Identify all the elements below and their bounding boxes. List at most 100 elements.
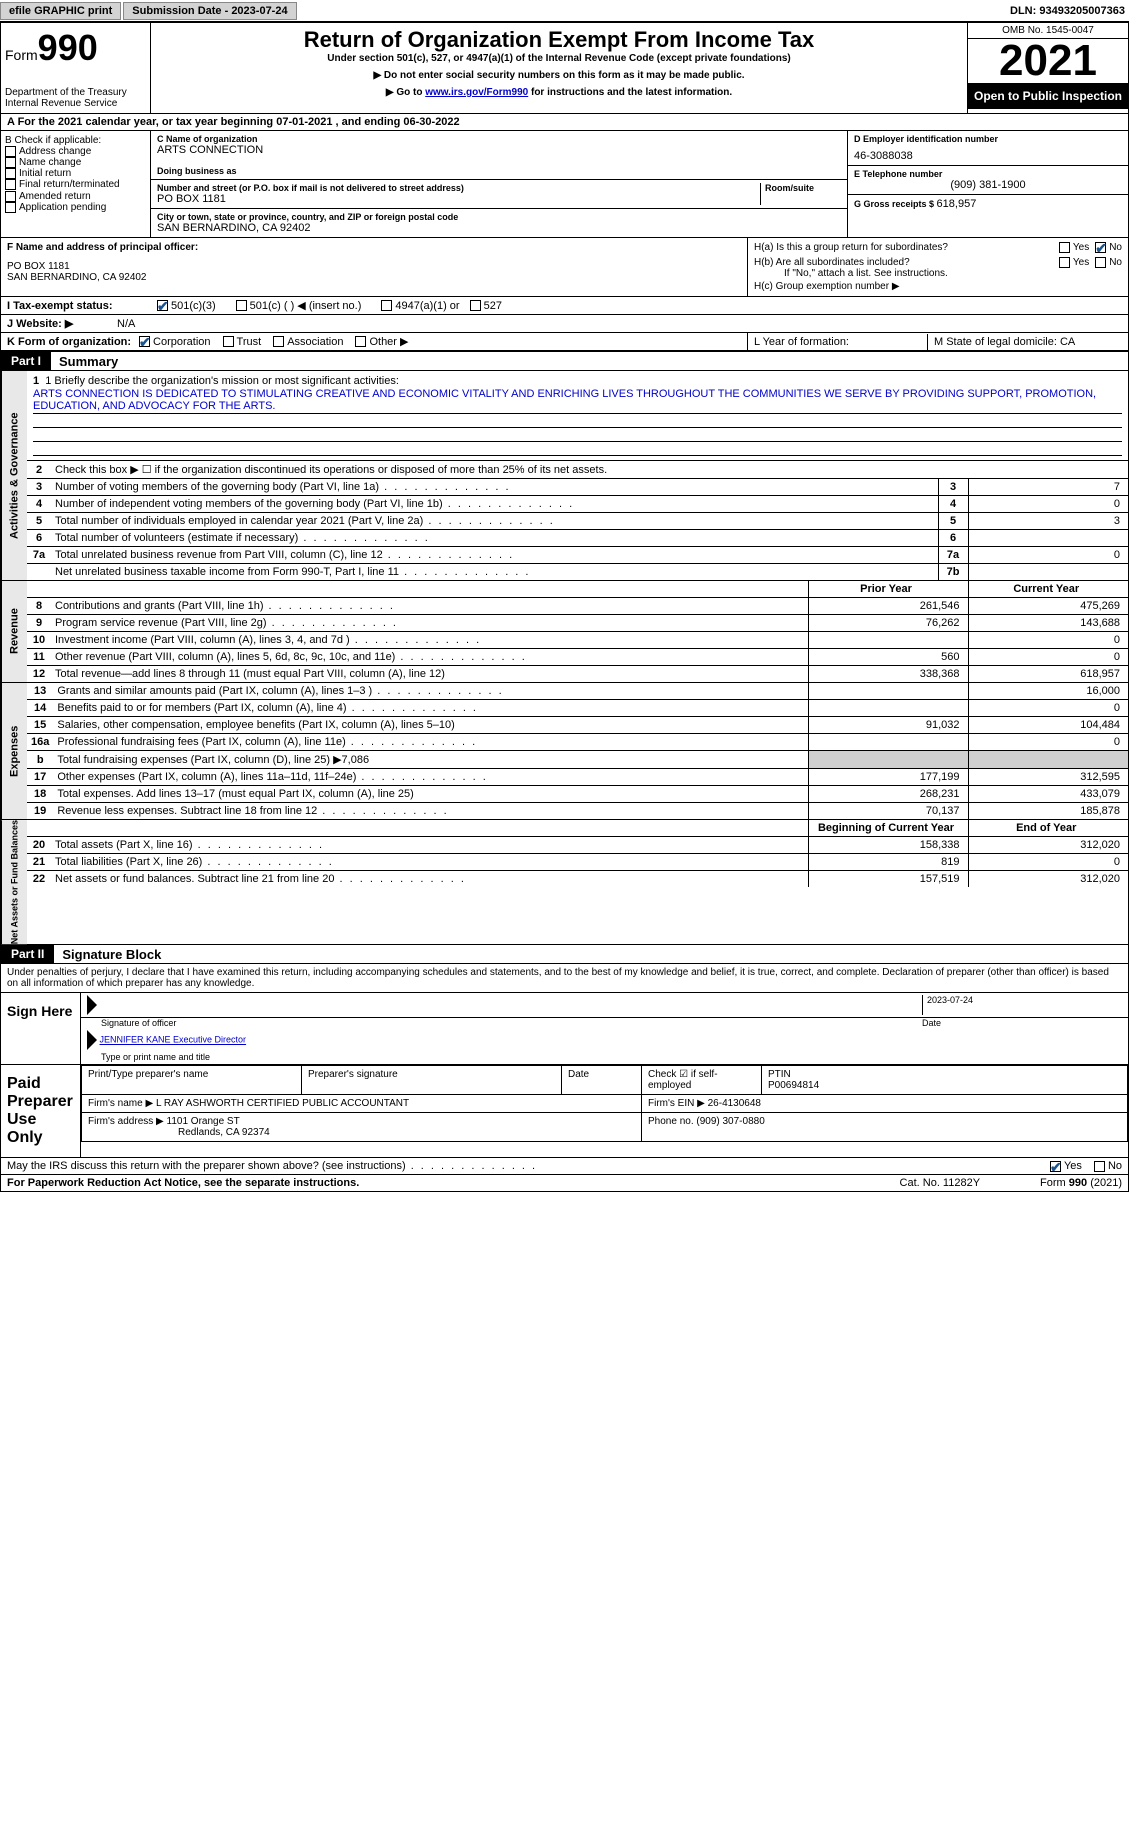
officer-name[interactable]: JENNIFER KANE Executive Director xyxy=(100,1035,247,1045)
paid-preparer: Paid Preparer Use Only xyxy=(1,1065,81,1157)
city-value: SAN BERNARDINO, CA 92402 xyxy=(157,222,841,234)
ag-5-d: Total number of individuals employed in … xyxy=(51,513,938,530)
opt-501c: 501(c) ( ) ◀ (insert no.) xyxy=(250,299,362,312)
ag-4-v: 0 xyxy=(968,496,1128,513)
firm-name: L RAY ASHWORTH CERTIFIED PUBLIC ACCOUNTA… xyxy=(156,1098,409,1109)
gross-label: G Gross receipts $ xyxy=(854,199,937,209)
phone-label: E Telephone number xyxy=(854,169,1122,179)
chk-501c3[interactable] xyxy=(157,300,168,311)
ag-6-d: Total number of volunteers (estimate if … xyxy=(51,530,938,547)
form-word: Form xyxy=(5,47,38,63)
submission-date-button[interactable]: Submission Date - 2023-07-24 xyxy=(123,2,296,20)
chk-other[interactable] xyxy=(355,336,366,347)
chk-final-return[interactable] xyxy=(5,179,16,190)
rev-12-c: 618,957 xyxy=(968,666,1128,683)
exp-16a-d: Professional fundraising fees (Part IX, … xyxy=(53,734,808,751)
header-right: OMB No. 1545-0047 2021 Open to Public In… xyxy=(968,23,1128,113)
exp-13-n: 13 xyxy=(27,683,53,700)
part1-ag: Activities & Governance 1 1 Briefly desc… xyxy=(0,371,1129,581)
opt-trust: Trust xyxy=(237,336,262,348)
opt-4947: 4947(a)(1) or xyxy=(395,300,459,312)
footer-form: Form 990 (2021) xyxy=(1040,1177,1122,1189)
addr-value: PO BOX 1181 xyxy=(157,193,756,205)
row-klm: K Form of organization: Corporation Trus… xyxy=(0,333,1129,351)
ag-6-v xyxy=(968,530,1128,547)
rev-9-d: Program service revenue (Part VIII, line… xyxy=(51,615,808,632)
hb-no: No xyxy=(1109,257,1122,268)
discuss-row: May the IRS discuss this return with the… xyxy=(0,1158,1129,1175)
chk-527[interactable] xyxy=(470,300,481,311)
exp-17-d: Other expenses (Part IX, column (A), lin… xyxy=(53,769,808,786)
exp-15-c: 104,484 xyxy=(968,717,1128,734)
l-label: L Year of formation: xyxy=(748,334,928,350)
chk-assoc[interactable] xyxy=(273,336,284,347)
ag-3-d: Number of voting members of the governin… xyxy=(51,479,938,496)
hc-label: H(c) Group exemption number ▶ xyxy=(754,281,1122,292)
subtitle-1: Under section 501(c), 527, or 4947(a)(1)… xyxy=(159,53,959,64)
mission-block: 1 1 Briefly describe the organization's … xyxy=(27,371,1128,460)
rev-8-d: Contributions and grants (Part VIII, lin… xyxy=(51,598,808,615)
chk-address-change[interactable] xyxy=(5,146,16,157)
part1-label: Part I xyxy=(1,352,51,370)
form-title: Return of Organization Exempt From Incom… xyxy=(159,27,959,53)
f-addr2: SAN BERNARDINO, CA 92402 xyxy=(7,272,741,283)
chk-discuss-yes[interactable] xyxy=(1050,1161,1061,1172)
j-value: N/A xyxy=(117,318,135,330)
chk-app-pending[interactable] xyxy=(5,202,16,213)
vtab-exp: Expenses xyxy=(1,683,27,819)
header-left: Form990 Department of the Treasury Inter… xyxy=(1,23,151,113)
k-label: K Form of organization: xyxy=(7,336,131,348)
open-to-public: Open to Public Inspection xyxy=(968,83,1128,109)
chk-trust[interactable] xyxy=(223,336,234,347)
prep-date-label: Date xyxy=(562,1066,642,1095)
exp-16b-n: b xyxy=(27,751,53,769)
column-c: C Name of organization ARTS CONNECTION D… xyxy=(151,131,848,237)
ag-7a-v: 0 xyxy=(968,547,1128,564)
addr-label: Number and street (or P.O. box if mail i… xyxy=(157,183,756,193)
chk-501c[interactable] xyxy=(236,300,247,311)
row-a-begin: 07-01-2021 xyxy=(276,116,332,128)
ein-value: 46-3088038 xyxy=(854,150,1122,162)
exp-19-c: 185,878 xyxy=(968,803,1128,820)
city-label: City or town, state or province, country… xyxy=(157,212,841,222)
section-bcd: B Check if applicable: Address change Na… xyxy=(0,131,1129,238)
lbl-app-pending: Application pending xyxy=(19,202,106,213)
line1-label: 1 Briefly describe the organization's mi… xyxy=(45,375,399,387)
line2-text: Check this box ▶ ☐ if the organization d… xyxy=(51,461,1128,479)
ha-label: H(a) Is this a group return for subordin… xyxy=(754,242,1059,253)
exp-15-n: 15 xyxy=(27,717,53,734)
chk-hb-yes[interactable] xyxy=(1059,257,1070,268)
exp-14-d: Benefits paid to or for members (Part IX… xyxy=(53,700,808,717)
sign-here: Sign Here xyxy=(1,993,81,1064)
exp-16a-n: 16a xyxy=(27,734,53,751)
chk-initial-return[interactable] xyxy=(5,168,16,179)
chk-hb-no[interactable] xyxy=(1095,257,1106,268)
room-label: Room/suite xyxy=(765,183,841,193)
exp-19-p: 70,137 xyxy=(808,803,968,820)
chk-discuss-no[interactable] xyxy=(1094,1161,1105,1172)
exp-14-p xyxy=(808,700,968,717)
chk-amended[interactable] xyxy=(5,191,16,202)
firm-addr2: Redlands, CA 92374 xyxy=(88,1127,270,1138)
org-name: ARTS CONNECTION xyxy=(157,144,841,156)
chk-name-change[interactable] xyxy=(5,157,16,168)
chk-ha-yes[interactable] xyxy=(1059,242,1070,253)
top-bar: efile GRAPHIC print Submission Date - 20… xyxy=(0,0,1129,22)
exp-16a-p xyxy=(808,734,968,751)
irs-link[interactable]: www.irs.gov/Form990 xyxy=(425,87,528,98)
efile-print-button[interactable]: efile GRAPHIC print xyxy=(0,2,121,20)
ag-5-v: 3 xyxy=(968,513,1128,530)
exp-18-n: 18 xyxy=(27,786,53,803)
ag-7b-v xyxy=(968,564,1128,581)
column-d: D Employer identification number 46-3088… xyxy=(848,131,1128,237)
chk-corp[interactable] xyxy=(139,336,150,347)
opt-assoc: Association xyxy=(287,336,343,348)
opt-other: Other ▶ xyxy=(369,335,408,348)
lbl-address-change: Address change xyxy=(19,146,91,157)
chk-4947[interactable] xyxy=(381,300,392,311)
rev-table: Prior YearCurrent Year 8Contributions an… xyxy=(27,581,1128,682)
col-h: H(a) Is this a group return for subordin… xyxy=(748,238,1128,296)
chk-ha-no[interactable] xyxy=(1095,242,1106,253)
na-22-d: Net assets or fund balances. Subtract li… xyxy=(51,871,808,888)
check-self-cell: Check ☑ if self-employed xyxy=(642,1066,762,1095)
